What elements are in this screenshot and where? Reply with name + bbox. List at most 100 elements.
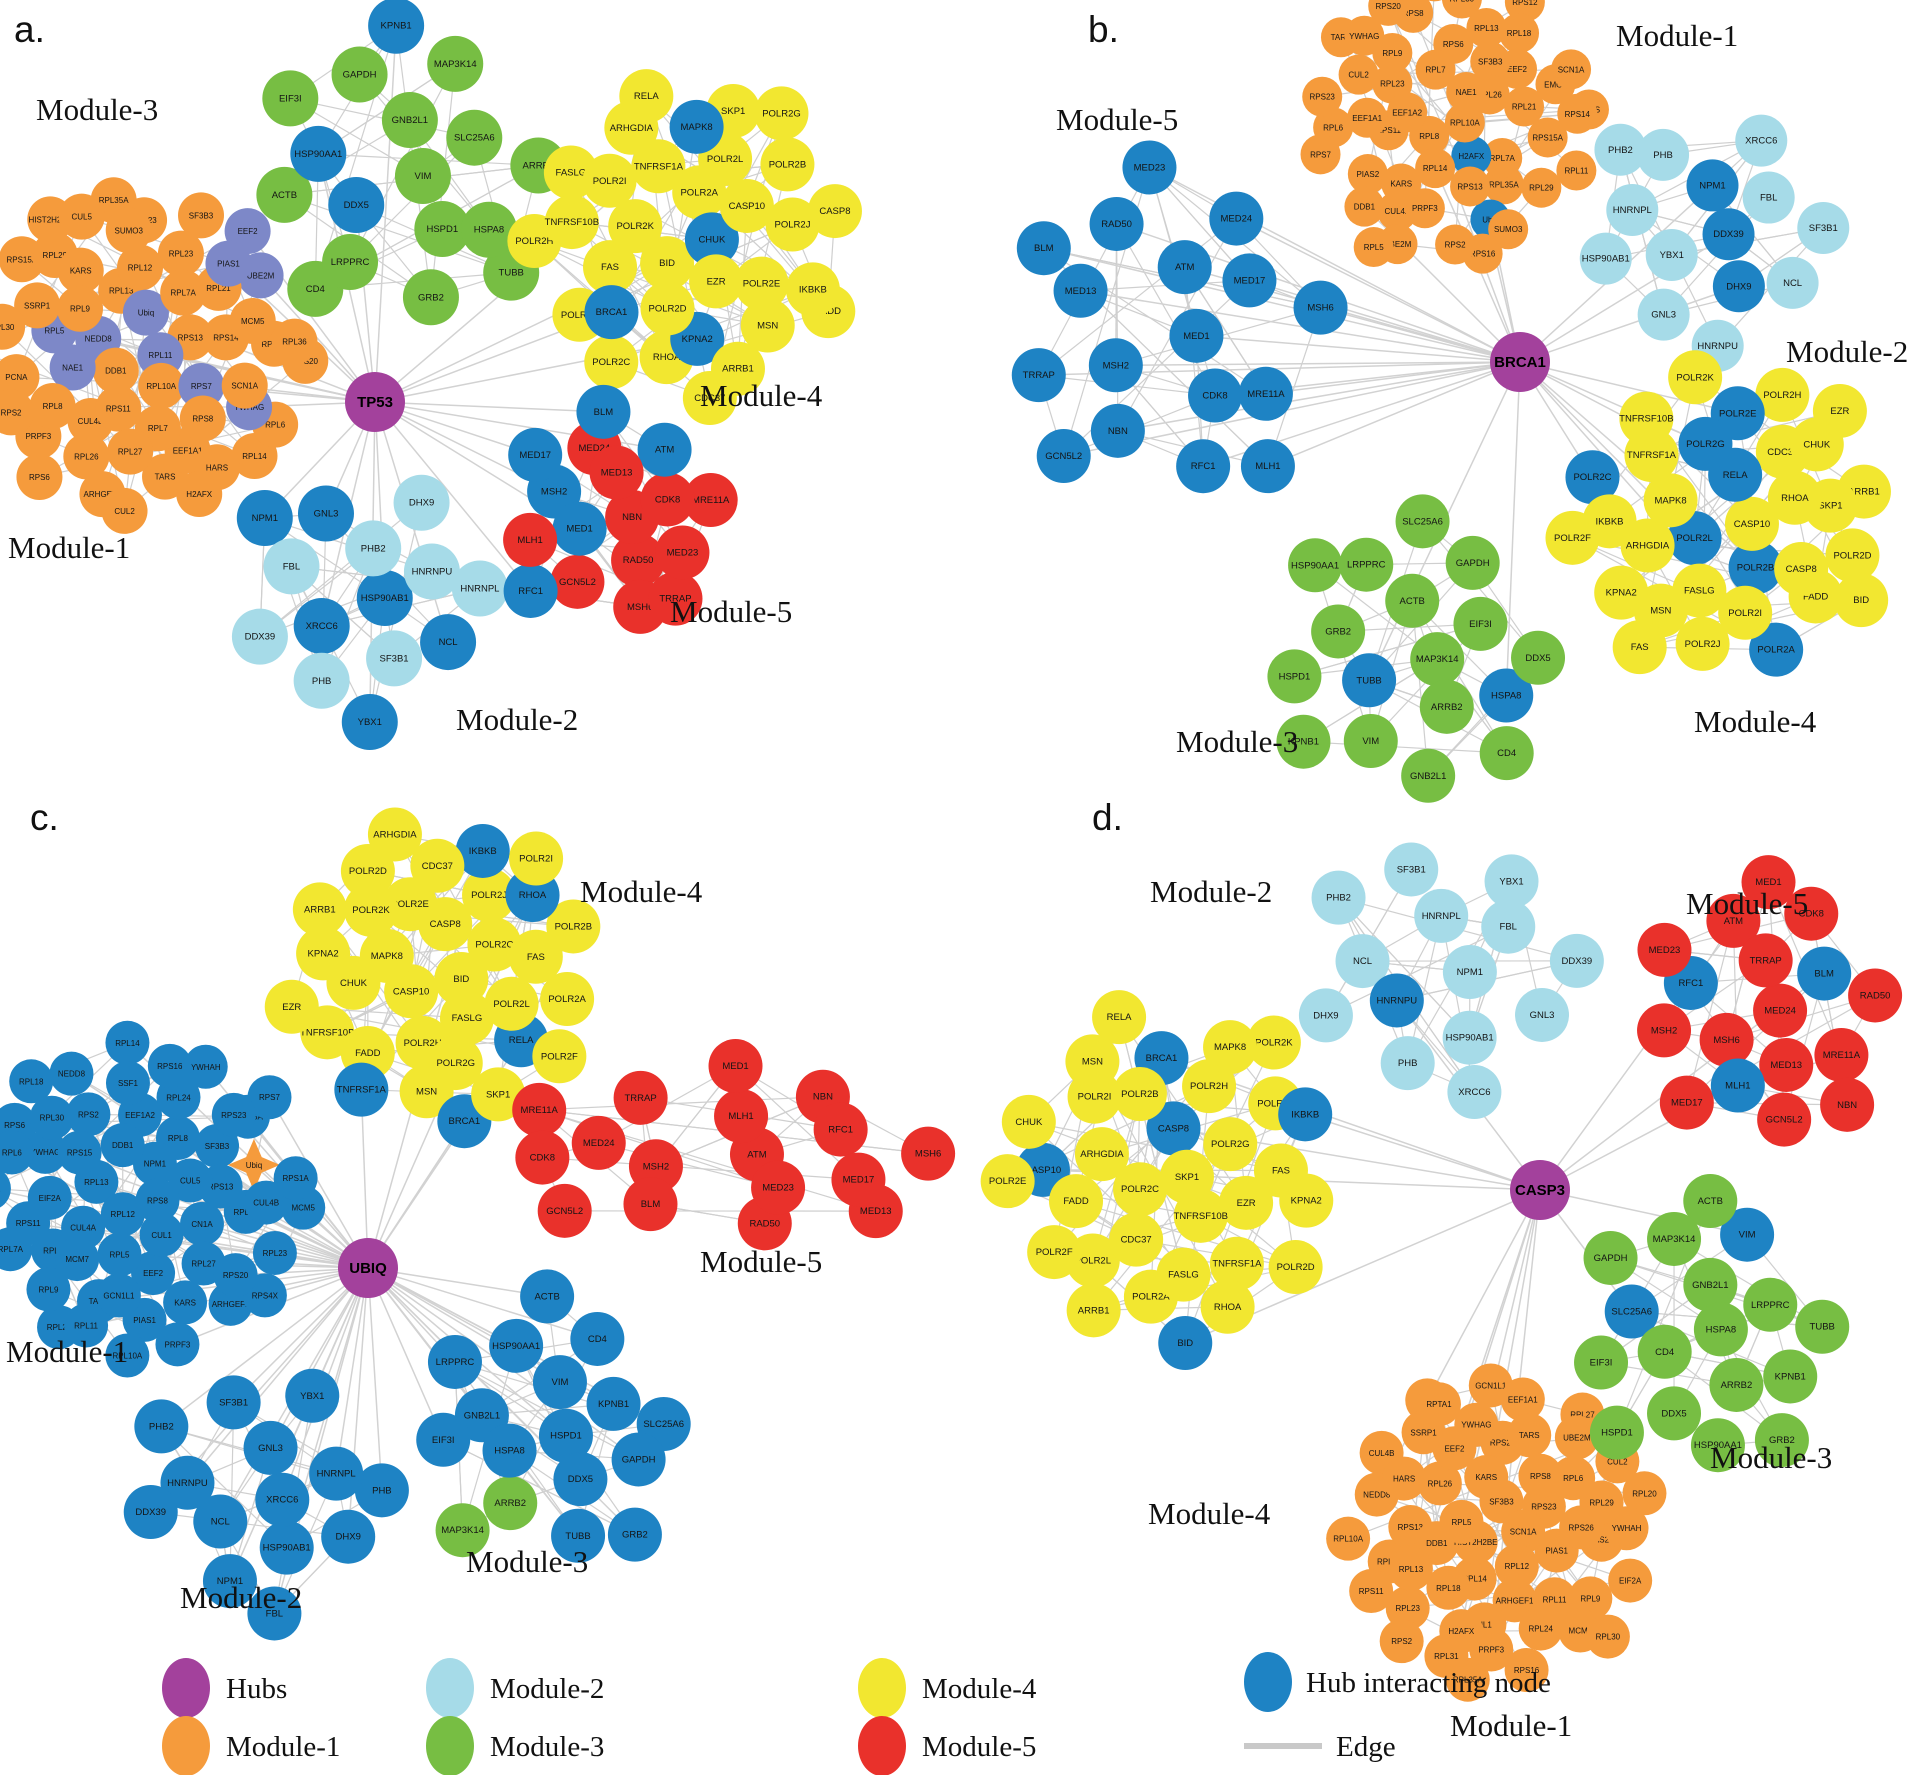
gene-label: RFC1 — [1191, 461, 1216, 472]
node-circle — [366, 630, 423, 687]
gene-node: GNL3 — [243, 1420, 298, 1475]
node-circle — [331, 46, 388, 103]
gene-label: PHB2 — [1608, 145, 1633, 156]
gene-label: CDK8 — [655, 494, 680, 505]
gene-label: EMG1 — [1544, 80, 1567, 89]
gene-label: YBX1 — [358, 717, 382, 728]
hub-edge — [1519, 361, 1738, 415]
gene-label: POLR2J — [775, 220, 811, 231]
gene-node: RFC1 — [1176, 439, 1231, 494]
gene-label: POLR2D — [1277, 1262, 1315, 1273]
gene-node: MED13 — [1053, 263, 1108, 318]
gene-label: EIF3I — [1469, 619, 1492, 630]
node-circle — [1504, 86, 1545, 127]
node-circle — [157, 230, 204, 277]
gene-label: LRPPRC — [331, 257, 370, 268]
gene-label: KPNB1 — [1288, 737, 1319, 748]
gene-node: RHOA — [1767, 470, 1822, 525]
node-circle — [135, 1178, 180, 1223]
node-circle — [263, 538, 320, 595]
node-circle — [538, 1408, 593, 1463]
gene-label: RPS7 — [191, 382, 212, 391]
gene-label: LRPPRC — [436, 1357, 475, 1368]
gene-node: MED1 — [708, 1039, 763, 1094]
gene-label: ARRB2 — [1721, 1380, 1753, 1391]
gene-label: LRPPRC — [1347, 560, 1386, 571]
edge — [598, 1142, 779, 1189]
node-circle — [551, 1508, 606, 1563]
gene-label: RPL9 — [1382, 49, 1403, 58]
gene-label: ACTB — [1698, 1196, 1723, 1207]
gene-label: RPS11 — [1376, 126, 1401, 135]
gene-label: RPL11 — [1564, 167, 1588, 176]
gene-node: POLR2G — [754, 86, 809, 141]
gene-label: NPM1 — [252, 513, 278, 524]
gene-node: CDC37 — [1109, 1212, 1164, 1267]
gene-label: RPL12 — [128, 264, 153, 273]
node-circle — [202, 1554, 257, 1609]
node-circle — [1410, 632, 1465, 687]
gene-label: RPL6 — [1563, 1474, 1584, 1483]
gene-node: XRCC6 — [293, 597, 350, 654]
gene-label: RPL10A — [146, 382, 176, 391]
gene-label: Ubiq — [138, 309, 154, 318]
gene-label: MED24 — [1220, 214, 1252, 225]
gene-node: PHB — [293, 652, 350, 709]
gene-node: LRPPRC — [1339, 537, 1394, 592]
gene-label: TARS — [155, 473, 176, 482]
gene-node: RPL23 — [252, 1230, 297, 1275]
gene-node: RPL21 — [1504, 86, 1545, 127]
gene-node: POLR2K — [344, 882, 399, 937]
gene-node: MED17 — [1222, 253, 1277, 308]
node-circle — [1643, 473, 1698, 528]
gene-node: VIM — [1343, 714, 1398, 769]
node-circle — [213, 1253, 258, 1298]
gene-label: ARHGDIA — [1080, 1149, 1124, 1160]
hub-edge — [79, 1151, 369, 1269]
legend-item: Module-5 — [858, 1716, 1036, 1775]
gene-label: MAP3K14 — [1653, 1234, 1696, 1245]
gene-node: RPS11 — [95, 385, 142, 432]
gene-node: KPNB1 — [586, 1376, 641, 1431]
gene-label: RAD50 — [749, 1218, 780, 1229]
node-circle — [1065, 1034, 1120, 1089]
gene-node: POLR2D — [1825, 528, 1880, 583]
gene-node: POLR2I — [509, 831, 564, 886]
gene-node: MAP3K14 — [1410, 632, 1465, 687]
gene-label: RPL9 — [70, 305, 91, 314]
gene-label: HSPA8 — [474, 225, 504, 236]
gene-label: GRB2 — [1769, 1435, 1795, 1446]
node-circle — [1797, 202, 1850, 255]
gene-node: CDK8 — [640, 472, 695, 527]
gene-node: IKBKB — [455, 823, 510, 878]
gene-label: BLM — [1034, 243, 1054, 254]
gene-label: CUL2 — [114, 507, 135, 516]
node-circle — [1053, 263, 1108, 318]
gene-node: NAE1 — [49, 344, 96, 391]
gene-label: YWHAH — [1612, 1524, 1642, 1533]
gene-node: RPL18 — [1426, 1565, 1471, 1610]
node-circle — [344, 882, 399, 937]
gene-node: DDX5 — [553, 1452, 608, 1507]
edge — [1294, 623, 1481, 677]
gene-label: RPL20 — [1632, 1489, 1657, 1498]
gene-label: POLR2I — [1728, 608, 1762, 619]
gene-node: RPS15 — [57, 1130, 102, 1175]
gene-label: HSPA8 — [1491, 691, 1521, 702]
node-circle — [1699, 1012, 1754, 1067]
gene-label: PRPF3 — [1412, 204, 1438, 213]
gene-node: RPS1A — [273, 1156, 318, 1201]
gene-label: MSH6 — [1713, 1035, 1739, 1046]
gene-label: MED23 — [762, 1183, 794, 1194]
gene-label: RPL30 — [1596, 1633, 1621, 1642]
node-circle — [160, 1455, 215, 1510]
gene-node: TNFRSF10B — [545, 195, 599, 250]
gene-node: MED1 — [1741, 855, 1796, 910]
gene-node: MSH6 — [901, 1126, 956, 1181]
gene-label: RPS4X — [252, 1291, 279, 1300]
gene-node: XRCC6 — [1447, 1065, 1502, 1120]
gene-node: NBN — [1090, 403, 1145, 458]
node-circle — [367, 807, 422, 862]
node-circle — [1158, 1316, 1213, 1371]
gene-node: RPL12 — [117, 244, 164, 291]
